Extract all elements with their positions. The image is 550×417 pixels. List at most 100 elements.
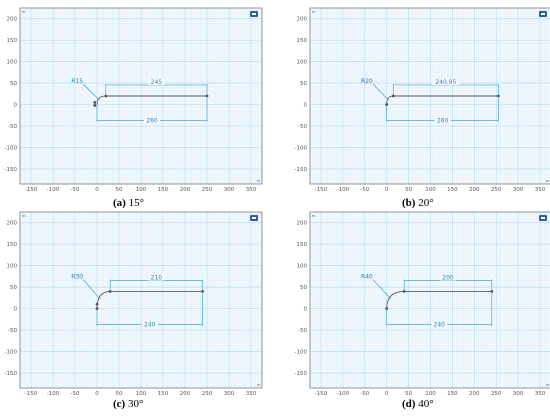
panel-a-geometry	[93, 94, 209, 107]
panel-c-grid	[20, 212, 262, 388]
caption-c: (c) 30°	[113, 398, 143, 410]
panel-d-frame	[309, 211, 550, 389]
panel-a: -150 -100 -50 0 50 100 150 200 250 300 350 200 150 10…	[5, 7, 263, 193]
bottom-dim-label-bg	[141, 321, 158, 328]
caption-d: (d) 40°	[402, 398, 434, 410]
panel-d-grid	[310, 212, 550, 388]
bottom-dim-label: 260	[146, 118, 158, 125]
y-tick-label: 200	[7, 17, 18, 23]
x-tick-label: 250	[491, 187, 502, 193]
x-tick-label: 350	[246, 391, 257, 397]
y-tick-label: -150	[5, 371, 18, 377]
y-tick-label: -50	[8, 124, 17, 130]
vertex-point	[93, 104, 97, 107]
y-tick-label: 50	[10, 285, 17, 291]
y-tick-label: -50	[298, 328, 307, 334]
x-tick-label: 350	[535, 187, 546, 193]
top-dim-label-bg	[440, 274, 457, 281]
y-tick-label: -150	[295, 167, 308, 173]
x-tick-label: 100	[136, 187, 147, 193]
x-tick-label: 150	[447, 391, 458, 397]
unit-label-top: m	[22, 10, 26, 14]
x-tick-label: -150	[315, 391, 328, 397]
view-settings-icon[interactable]	[539, 215, 547, 221]
top-dim-label: 245	[151, 79, 163, 86]
panel-c-dimensions: 210 240 R30	[71, 274, 203, 329]
x-tick-label: -100	[337, 187, 350, 193]
panel-a-dimensions: 245 260 R15	[71, 78, 208, 125]
view-settings-icon-glyph	[252, 217, 256, 219]
panel-d: -150 -100 -50 0 50 100 150 200 250 300 350 200 150 10…	[295, 211, 550, 397]
y-tick-label: 100	[297, 60, 308, 66]
vertex-point	[108, 290, 112, 293]
y-tick-label: 0	[304, 307, 308, 313]
view-settings-icon[interactable]	[250, 215, 258, 221]
x-tick-label: 50	[405, 391, 412, 397]
x-tick-label: 200	[469, 391, 480, 397]
x-tick-label: -50	[71, 391, 80, 397]
x-tick-label: 300	[513, 391, 524, 397]
x-tick-label: 300	[513, 187, 524, 193]
top-dim-label: 200	[442, 274, 454, 281]
x-tick-label: 50	[116, 187, 123, 193]
bottom-dim-label-bg	[431, 321, 448, 328]
x-tick-label: 0	[95, 187, 99, 193]
top-dim-label: 210	[151, 274, 163, 281]
y-tick-label: 0	[14, 307, 18, 313]
x-tick-label: -50	[360, 187, 369, 193]
unit-label-bottom: m	[257, 383, 261, 387]
panel-b: -150 -100 -50 0 50 100 150 200 250 300 350 200 150 10…	[295, 7, 550, 193]
x-tick-label: 250	[202, 391, 213, 397]
y-tick-label: 150	[297, 38, 308, 44]
radius-leader	[82, 279, 101, 300]
panel-c: -150 -100 -50 0 50 100 150 200 250 300 350 200 150 10…	[5, 211, 263, 397]
x-tick-label: 0	[385, 187, 389, 193]
caption-c-letter: (c)	[113, 398, 126, 410]
caption-a: (a) 15°	[113, 197, 144, 209]
view-settings-icon[interactable]	[539, 11, 547, 17]
view-settings-icon-glyph	[252, 13, 256, 15]
unit-label-bottom: m	[546, 383, 550, 387]
fillet-arc	[386, 291, 405, 309]
y-tick-label: 50	[300, 81, 307, 87]
x-tick-label: 150	[447, 187, 458, 193]
y-tick-label: 100	[297, 264, 308, 270]
bottom-dim-label: 240	[144, 322, 156, 329]
vertex-point	[95, 302, 99, 306]
radius-leader	[372, 279, 392, 300]
caption-b: (b) 20°	[402, 197, 434, 209]
y-tick-label: 0	[304, 103, 308, 109]
caption-a-letter: (a)	[113, 197, 126, 209]
y-tick-label: 50	[10, 81, 17, 87]
top-dim-label-bg	[431, 79, 460, 85]
y-tick-label: 100	[7, 60, 18, 66]
caption-c-angle: 30°	[127, 398, 144, 410]
view-settings-icon-glyph	[541, 13, 545, 15]
y-tick-label: -50	[8, 328, 17, 334]
caption-d-letter: (d)	[402, 398, 416, 410]
x-tick-label: 100	[425, 391, 436, 397]
vertex-point	[93, 101, 97, 104]
x-tick-label: 350	[535, 391, 546, 397]
unit-label-top: m	[312, 214, 316, 218]
top-dim-label-bg	[148, 274, 165, 281]
vertex-point	[497, 94, 500, 98]
x-tick-label: 150	[158, 391, 169, 397]
y-tick-label: -100	[295, 146, 308, 152]
fillet-arc	[96, 291, 111, 309]
x-tick-label: 50	[405, 187, 412, 193]
radius-label: R15	[71, 78, 83, 85]
radius-leader	[82, 83, 100, 101]
x-tick-label: -50	[71, 187, 80, 193]
y-tick-label: -150	[295, 371, 308, 377]
y-tick-label: 100	[7, 264, 18, 270]
bottom-dim-label: 260	[437, 118, 449, 125]
view-settings-icon[interactable]	[250, 11, 258, 17]
x-tick-label: 150	[158, 187, 169, 193]
x-tick-label: 350	[246, 187, 257, 193]
y-tick-label: -50	[298, 124, 307, 130]
vertex-point	[490, 290, 494, 293]
view-settings-icon-glyph	[541, 217, 545, 219]
bottom-dim-label-bg	[144, 117, 160, 124]
